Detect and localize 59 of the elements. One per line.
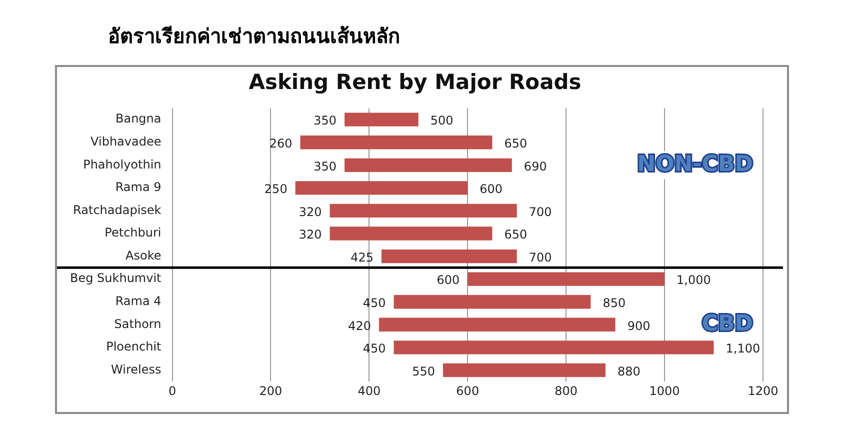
x-tick-label: 1200	[748, 384, 778, 398]
x-tick-label: 1000	[649, 384, 680, 398]
y-tick-label: Asoke	[126, 248, 162, 262]
annotation: CBD	[702, 311, 753, 336]
x-tick-label: 800	[554, 384, 578, 398]
y-tick-label: Petchburi	[104, 226, 162, 240]
bar	[300, 136, 492, 150]
y-tick-label: Vibhavadee	[90, 134, 162, 148]
annotation: 500	[430, 114, 454, 128]
annotation: 320	[298, 228, 322, 242]
bar	[344, 158, 512, 172]
bar	[295, 181, 468, 195]
annotation: NON-CBD	[637, 152, 753, 177]
y-tick-label: Beg Sukhumvit	[70, 271, 162, 286]
annotation: 350	[314, 114, 337, 128]
annotation: 700	[528, 250, 552, 264]
annotation: 650	[504, 136, 528, 150]
chart-title: อัตราเรียกค่าเช่าตามถนนเส้นหลัก	[108, 23, 400, 50]
annotation: 650	[504, 228, 528, 242]
annotation: 550	[412, 364, 436, 378]
annotation: 1,100	[726, 342, 760, 356]
bar	[468, 272, 665, 286]
annotation: 420	[348, 318, 372, 333]
y-tick-label: Ploenchit	[106, 340, 162, 354]
y-tick-label: Ratchadapisek	[73, 202, 162, 217]
y-tick-label: Phaholyothin	[83, 157, 162, 172]
bar	[394, 295, 591, 309]
bar	[381, 249, 517, 264]
y-tick-label: Wireless	[111, 362, 162, 376]
bar	[394, 340, 714, 354]
bar	[379, 318, 616, 332]
annotation: 600	[436, 273, 460, 288]
annotation: 260	[269, 136, 292, 150]
annotation: 450	[362, 342, 386, 356]
annotation: 250	[264, 182, 288, 196]
annotation: 1,000	[676, 273, 711, 288]
annotation: 880	[617, 364, 640, 378]
y-tick-label: Bangna	[115, 112, 162, 126]
bar	[443, 363, 606, 378]
y-tick-label: Sathorn	[114, 316, 162, 331]
annotation: 425	[350, 250, 374, 264]
annotation: 600	[480, 182, 503, 196]
annotation: 350	[314, 159, 337, 174]
y-tick-label: Rama 9	[115, 180, 162, 194]
chart-subtitle: Asking Rent by Major Roads	[248, 70, 582, 94]
annotation: 900	[627, 318, 650, 333]
annotation: 690	[524, 159, 547, 174]
bar	[330, 204, 517, 218]
annotation: 450	[362, 296, 386, 310]
x-tick-label: 200	[259, 384, 282, 398]
bar	[344, 112, 418, 126]
annotation: 320	[298, 204, 322, 219]
x-tick-label: 600	[456, 384, 480, 398]
annotation: 850	[602, 296, 626, 310]
y-tick-label: Rama 4	[115, 294, 162, 308]
x-tick-label: 400	[358, 384, 381, 398]
annotation: 700	[528, 204, 552, 219]
bar	[330, 226, 492, 240]
x-tick-label: 0	[168, 384, 176, 398]
